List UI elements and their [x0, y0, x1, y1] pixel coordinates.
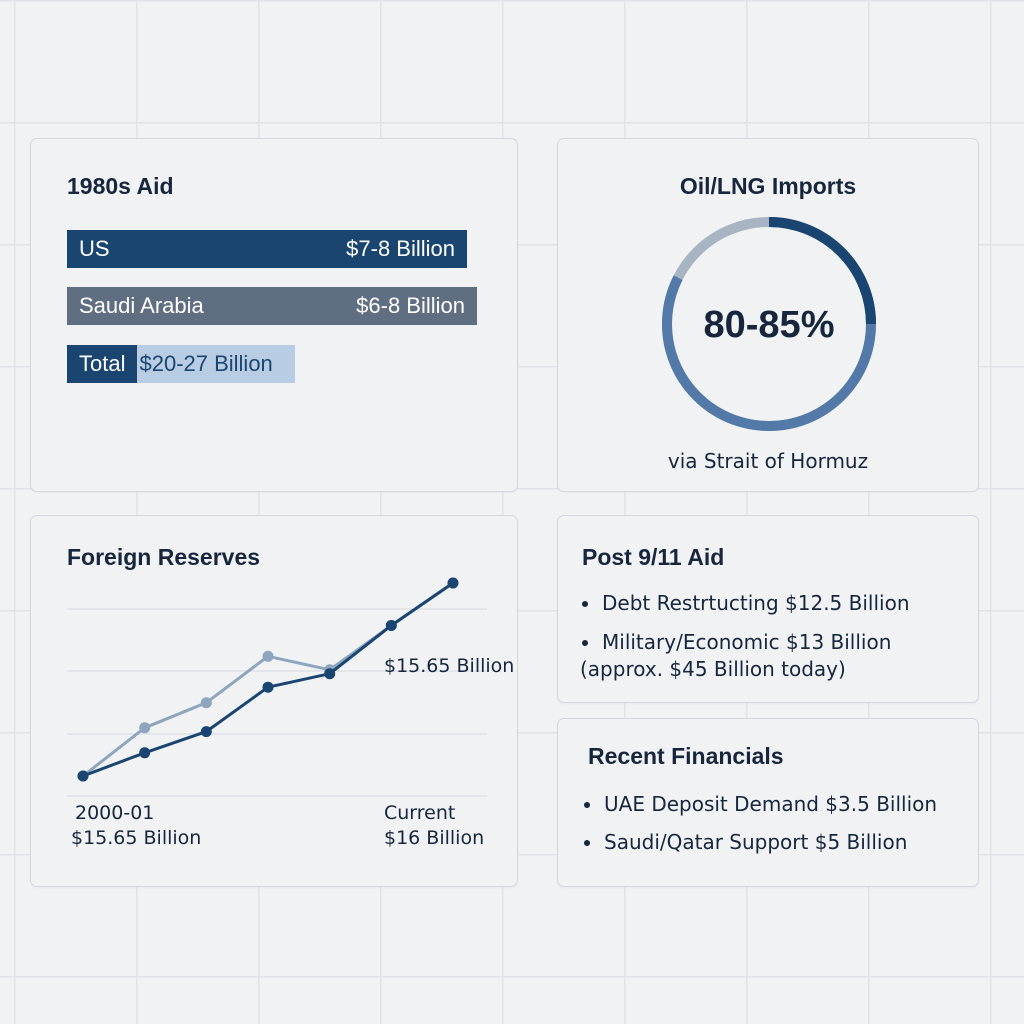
- series-line-1: [82, 581, 454, 778]
- aid-bar-saudi-arabia: Saudi Arabia $6-8 Billion: [67, 287, 477, 325]
- aid-bar-saudi-label: Saudi Arabia: [79, 293, 204, 318]
- aid-1980s-title: 1980s Aid: [67, 173, 174, 199]
- post-911-aid-list: Debt Restrtucting $12.5 Billion Military…: [580, 590, 910, 695]
- aid-bar-saudi-value: $6-8 Billion: [356, 293, 465, 318]
- donut-center-label: 80-85%: [704, 304, 835, 346]
- series-0-point-3: [262, 681, 274, 693]
- aid-bar-total: Total $20-27 Billion: [67, 345, 295, 383]
- series-0-point-5: [385, 620, 397, 631]
- series-0-point-6: [447, 577, 459, 589]
- foreign-reserves-card: Foreign Reserves $15.65 Billion 2000-01 …: [30, 515, 518, 887]
- list-item-text: Military/Economic $13 Billion: [602, 630, 892, 654]
- aid-bar-total-label: Total: [67, 345, 138, 383]
- oil-imports-donut: 80-85%: [662, 217, 876, 431]
- recent-financials-card: Recent Financials UAE Deposit Demand $3.…: [557, 718, 979, 887]
- aid-bar-us-value: $7-8 Billion: [346, 236, 455, 261]
- chart-mid-annotation: $15.65 Billion: [384, 655, 514, 677]
- series-line-0: [82, 581, 454, 778]
- series-0-point-2: [200, 726, 212, 738]
- recent-financials-title: Recent Financials: [588, 743, 784, 769]
- list-item: Debt Restrtucting $12.5 Billion: [580, 590, 910, 617]
- series-0-point-1: [139, 747, 151, 759]
- list-item-text: Debt Restrtucting $12.5 Billion: [602, 591, 910, 615]
- foreign-reserves-title: Foreign Reserves: [67, 544, 261, 570]
- series-1-point-2: [200, 697, 212, 709]
- oil-imports-title: Oil/LNG Imports: [679, 173, 857, 199]
- list-item-text: Saudi/Qatar Support $5 Billion: [604, 830, 908, 854]
- chart-end-value: $16 Billion: [384, 827, 484, 849]
- chart-start-value: $15.65 Billion: [71, 827, 201, 849]
- list-item-text: UAE Deposit Demand $3.5 Billion: [604, 792, 938, 816]
- aid-bar-total-value: $20-27 Billion: [139, 351, 273, 376]
- series-0-point-4: [324, 668, 336, 680]
- list-item: Military/Economic $13 Billion (approx. $4…: [580, 629, 910, 683]
- post-911-aid-card: Post 9/11 Aid Debt Restrtucting $12.5 Bi…: [557, 515, 979, 703]
- foreign-reserves-line-chart: $15.65 Billion 2000-01 $15.65 Billion Cu…: [67, 577, 514, 849]
- post-911-aid-title: Post 9/11 Aid: [582, 544, 725, 570]
- oil-imports-footnote: via Strait of Hormuz: [667, 449, 869, 473]
- list-item: Saudi/Qatar Support $5 Billion: [582, 829, 937, 856]
- aid-bar-us-label: US: [79, 236, 110, 261]
- chart-series: [77, 577, 459, 782]
- donut-accent-arc: [768, 217, 876, 325]
- aid-1980s-card: 1980s Aid US $7-8 Billion Saudi Arabia $…: [30, 138, 518, 492]
- list-item-subtext: (approx. $45 Billion today): [580, 657, 846, 681]
- chart-start-period: 2000-01: [75, 802, 154, 824]
- recent-financials-list: UAE Deposit Demand $3.5 Billion Saudi/Qa…: [582, 791, 937, 867]
- list-item: UAE Deposit Demand $3.5 Billion: [582, 791, 937, 818]
- series-1-point-3: [262, 650, 274, 662]
- series-1-point-1: [139, 722, 151, 734]
- chart-end-period: Current: [384, 802, 455, 824]
- oil-imports-card: Oil/LNG Imports 80-85% via Strait of Hor…: [557, 138, 979, 492]
- aid-bar-us: US $7-8 Billion: [67, 230, 467, 268]
- chart-gridlines: [67, 608, 487, 797]
- series-0-point-0: [77, 770, 89, 782]
